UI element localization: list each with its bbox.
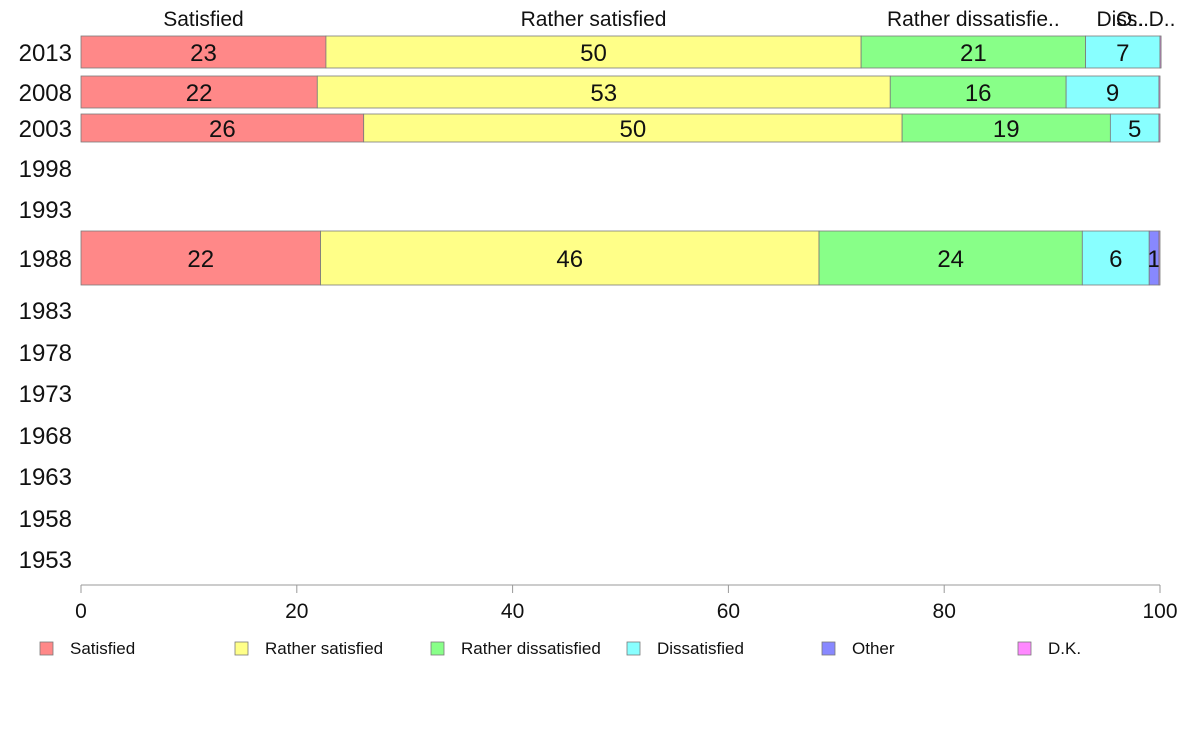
legend-label: Rather satisfied xyxy=(265,639,383,658)
legend-swatch xyxy=(626,641,641,656)
bar-segment xyxy=(325,35,862,69)
legend-swatch xyxy=(430,641,445,656)
y-tick-label: 1983 xyxy=(19,298,72,325)
y-axis-labels: 2013 2008 2003 1998 1993 1988 1983 1978 1973 1968… xyxy=(19,40,72,574)
legend-label: Other xyxy=(852,639,895,658)
bar-segment xyxy=(818,230,1083,286)
top-label: Diss.. xyxy=(1097,8,1150,31)
top-label: Rather satisfied xyxy=(521,8,667,31)
y-tick-label: 2013 xyxy=(19,40,72,67)
bar-segment xyxy=(363,113,903,143)
bar-segment xyxy=(80,230,321,286)
bars: 23 50 21 7 22 53 16 9 26 50 19 5 22 46 24 6 1 xyxy=(80,35,1162,286)
y-tick-label: 2003 xyxy=(19,116,72,143)
x-tick-label: 0 xyxy=(75,600,87,623)
bar-segment xyxy=(80,113,365,143)
legend-label: D.K. xyxy=(1048,639,1081,658)
data-label: 21 xyxy=(960,40,987,67)
top-label: Rather dissatisfie.. xyxy=(887,8,1060,31)
legend-label: Rather dissatisfied xyxy=(461,639,601,658)
data-label: 46 xyxy=(556,246,583,273)
data-label: 22 xyxy=(187,246,214,273)
data-label: 53 xyxy=(590,80,617,107)
legend-swatch xyxy=(1017,641,1032,656)
legend: Satisfied Rather satisfied Rather dissatis… xyxy=(39,639,1081,658)
y-tick-label: 1978 xyxy=(19,340,72,367)
bar-segment xyxy=(1158,75,1161,109)
bar-segment xyxy=(889,75,1067,109)
legend-swatch xyxy=(39,641,54,656)
data-label: 6 xyxy=(1109,246,1122,273)
y-tick-label: 1973 xyxy=(19,381,72,408)
data-label: 7 xyxy=(1116,40,1129,67)
top-label: O.. xyxy=(1116,8,1144,31)
top-label: D.. xyxy=(1149,8,1176,31)
bar-segment xyxy=(901,113,1111,143)
legend-swatch xyxy=(234,641,249,656)
top-category-labels: Satisfied Rather satisfied Rather dissatis… xyxy=(163,8,1175,31)
data-label: 50 xyxy=(620,116,647,143)
bar-segment xyxy=(1065,75,1160,109)
top-label: Satisfied xyxy=(163,8,244,31)
y-tick-label: 1953 xyxy=(19,547,72,574)
data-label: 9 xyxy=(1106,80,1119,107)
legend-swatch xyxy=(821,641,836,656)
x-tick-label: 20 xyxy=(285,600,308,623)
bar-segment xyxy=(316,75,891,109)
data-label: 1 xyxy=(1147,246,1160,273)
data-label: 50 xyxy=(580,40,607,67)
bar-segment xyxy=(1109,113,1160,143)
bar-segment xyxy=(320,230,820,286)
x-tick-label: 80 xyxy=(933,600,956,623)
data-label: 23 xyxy=(190,40,217,67)
y-tick-label: 1988 xyxy=(19,246,72,273)
y-tick-label: 2008 xyxy=(19,80,72,107)
data-label: 26 xyxy=(209,116,236,143)
data-label: 24 xyxy=(937,246,964,273)
data-label: 16 xyxy=(965,80,992,107)
y-tick-label: 1993 xyxy=(19,197,72,224)
bar-segment xyxy=(1158,230,1161,286)
bar-segment xyxy=(80,75,318,109)
bar-segment xyxy=(1158,113,1161,143)
y-tick-label: 1963 xyxy=(19,464,72,491)
y-tick-label: 1958 xyxy=(19,506,72,533)
x-tick-label: 100 xyxy=(1142,600,1177,623)
x-tick-label: 60 xyxy=(717,600,740,623)
x-axis: 0 20 40 60 80 100 xyxy=(75,584,1178,623)
y-tick-label: 1998 xyxy=(19,156,72,183)
data-label: 19 xyxy=(993,116,1020,143)
bar-segment xyxy=(1159,35,1162,69)
legend-label: Satisfied xyxy=(70,639,135,658)
data-label: 22 xyxy=(186,80,213,107)
legend-label: Dissatisfied xyxy=(657,639,744,658)
data-label: 5 xyxy=(1128,116,1141,143)
y-tick-label: 1968 xyxy=(19,423,72,450)
x-tick-label: 40 xyxy=(501,600,524,623)
